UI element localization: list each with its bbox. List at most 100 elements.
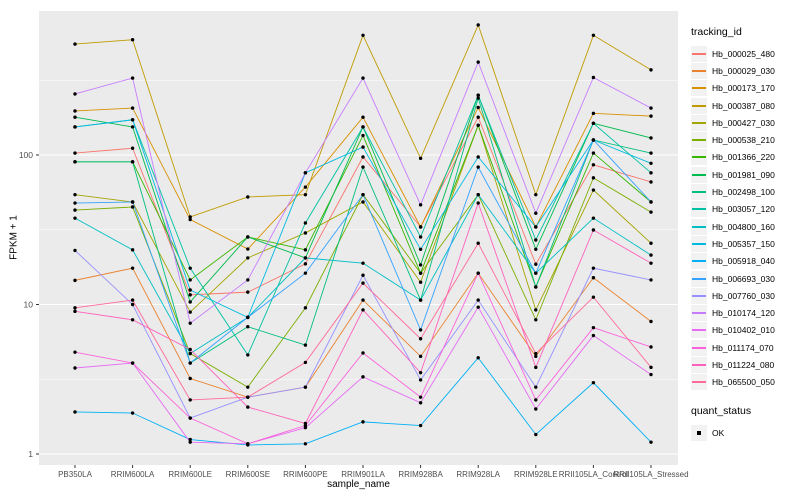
data-point (303, 192, 308, 197)
data-point (303, 185, 308, 189)
data-point (476, 96, 480, 100)
x-tick-label: RRIM600SE (226, 470, 270, 479)
data-point (303, 421, 308, 426)
data-point (188, 300, 192, 304)
legend-item-label: Hb_007760_030 (712, 290, 775, 301)
data-point (649, 278, 653, 282)
data-point (188, 293, 192, 297)
legend: tracking_id Hb_000025_480 Hb_000029_030 Hb… (691, 26, 799, 441)
series-line-icon (692, 225, 706, 228)
legend-key-swatch (691, 149, 707, 166)
data-point (361, 165, 365, 169)
data-point (534, 262, 538, 266)
legend-key-swatch (691, 62, 707, 79)
legend-item-Hb_000029_030: Hb_000029_030 (691, 62, 799, 79)
data-point (303, 385, 308, 389)
x-tick-label: RRII105LA_Control (559, 470, 629, 479)
data-point (73, 410, 77, 414)
series-line-icon (692, 139, 706, 142)
data-point (246, 235, 250, 239)
data-point (649, 319, 653, 324)
y-axis-title: FPKM + 1 (8, 215, 20, 260)
data-point (649, 136, 653, 140)
data-point (246, 353, 250, 357)
data-point (130, 106, 135, 110)
series-line-icon (692, 121, 706, 124)
data-point (246, 278, 250, 282)
legend-item-label: Hb_006693_030 (712, 273, 775, 284)
data-point (418, 235, 423, 239)
series-line-icon (692, 346, 706, 349)
legend-key-swatch (691, 114, 707, 131)
data-point (73, 109, 77, 113)
data-point (476, 305, 480, 309)
series-line-icon (692, 312, 706, 315)
legend-key-swatch (691, 218, 707, 235)
series-line-icon (692, 173, 706, 176)
data-point (591, 295, 596, 299)
data-point (418, 378, 423, 382)
x-axis-title: sample_name (327, 479, 390, 490)
data-point (246, 442, 250, 446)
legend-key-swatch (691, 80, 707, 97)
data-point (188, 398, 192, 402)
data-point (73, 306, 77, 310)
y-tick-label: 10 (24, 299, 34, 309)
data-point (188, 416, 192, 420)
data-point (591, 188, 596, 192)
series-line-icon (692, 52, 706, 55)
series-line-icon (692, 242, 706, 245)
legend-key-swatch (691, 184, 707, 201)
data-point (303, 221, 308, 225)
legend-key-swatch (691, 253, 707, 270)
data-point (418, 337, 423, 341)
data-point (591, 151, 596, 155)
data-point (73, 160, 77, 164)
data-point (303, 248, 308, 252)
data-point (130, 298, 135, 302)
data-point (303, 360, 308, 365)
data-point (188, 288, 192, 292)
data-point (246, 290, 250, 294)
legend-title-tracking-id: tracking_id (691, 26, 742, 38)
data-point (476, 23, 480, 27)
legend-key-swatch (691, 374, 707, 391)
data-point (649, 180, 653, 184)
data-point (246, 385, 250, 389)
data-point (73, 92, 77, 96)
legend-item-Hb_000173_170: Hb_000173_170 (691, 80, 799, 97)
data-point (649, 345, 653, 349)
legend-item-ok: OK (691, 424, 799, 441)
data-point (361, 192, 365, 197)
data-point (130, 411, 135, 415)
data-point (361, 298, 365, 302)
data-point (649, 114, 653, 118)
series-line-icon (692, 69, 706, 72)
legend-item-Hb_011224_080: Hb_011224_080 (691, 356, 799, 373)
data-point (130, 205, 135, 209)
series-line-icon (692, 294, 706, 297)
legend-item-label: Hb_001366_220 (712, 152, 775, 163)
data-point (534, 308, 538, 312)
data-point (649, 171, 653, 175)
data-point (418, 263, 423, 267)
data-point (534, 432, 538, 437)
data-point (591, 228, 596, 232)
data-point (476, 165, 480, 169)
data-point (591, 176, 596, 180)
data-point (130, 125, 135, 129)
data-point (649, 261, 653, 265)
data-point (361, 76, 365, 80)
x-tick-label: RRII105LA_Stressed (613, 470, 688, 479)
legend-key-swatch (691, 201, 707, 218)
data-point (361, 375, 365, 379)
legend-key-swatch (691, 305, 707, 322)
legend-item-Hb_006693_030: Hb_006693_030 (691, 270, 799, 287)
square-point-icon (697, 430, 701, 435)
data-point (73, 366, 77, 370)
series-line-icon (692, 191, 706, 194)
quant-ok-swatch (691, 424, 707, 441)
data-point (649, 210, 653, 214)
data-point (476, 123, 480, 128)
data-point (591, 325, 596, 330)
